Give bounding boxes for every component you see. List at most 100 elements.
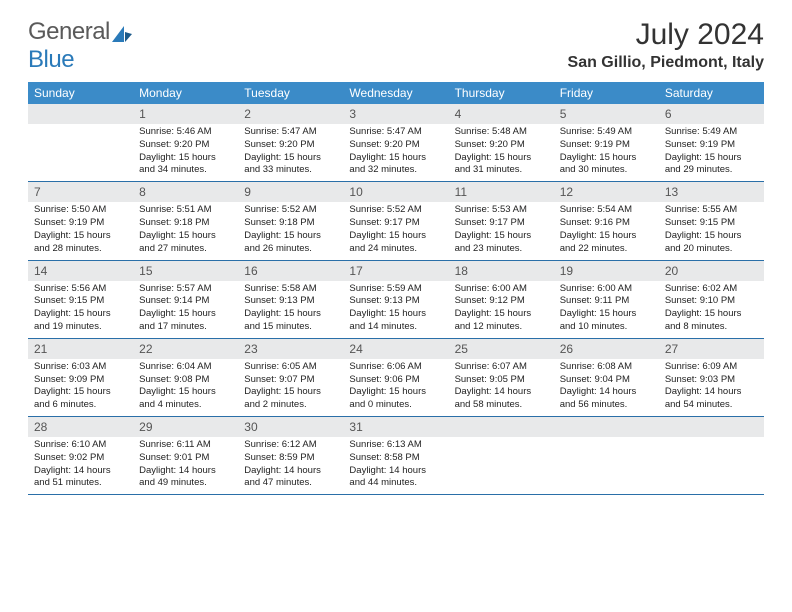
- daynum-row: 6: [659, 104, 764, 124]
- day-detail-line: Daylight: 15 hours and 14 minutes.: [349, 308, 442, 334]
- weekday-header: Monday: [133, 82, 238, 104]
- day-detail-line: Sunset: 9:13 PM: [349, 295, 442, 308]
- day-detail-line: Sunrise: 5:50 AM: [34, 204, 127, 217]
- day-cell: 13Sunrise: 5:55 AMSunset: 9:15 PMDayligh…: [659, 182, 764, 259]
- daynum-row: 17: [343, 261, 448, 281]
- day-cell: [659, 417, 764, 494]
- day-detail-line: Daylight: 15 hours and 19 minutes.: [34, 308, 127, 334]
- day-cell: 6Sunrise: 5:49 AMSunset: 9:19 PMDaylight…: [659, 104, 764, 181]
- day-detail-line: Daylight: 15 hours and 28 minutes.: [34, 230, 127, 256]
- daynum-row: [449, 417, 554, 437]
- day-details: Sunrise: 6:00 AMSunset: 9:12 PMDaylight:…: [449, 281, 554, 338]
- day-detail-line: Sunset: 9:18 PM: [139, 217, 232, 230]
- day-detail-line: Sunset: 9:01 PM: [139, 452, 232, 465]
- logo-word2: Blue: [28, 46, 74, 73]
- day-details: Sunrise: 5:49 AMSunset: 9:19 PMDaylight:…: [554, 124, 659, 181]
- day-detail-line: Sunrise: 5:48 AM: [455, 126, 548, 139]
- day-detail-line: Sunrise: 6:11 AM: [139, 439, 232, 452]
- day-number: 8: [139, 185, 146, 199]
- day-detail-line: Sunset: 9:17 PM: [455, 217, 548, 230]
- day-cell: 11 Sunrise: 5:53 AMSunset: 9:17 PMDayligh…: [449, 182, 554, 259]
- month-title: July 2024: [568, 18, 764, 52]
- day-detail-line: Daylight: 15 hours and 0 minutes.: [349, 386, 442, 412]
- day-detail-line: Sunset: 9:18 PM: [244, 217, 337, 230]
- day-detail-line: Sunset: 9:12 PM: [455, 295, 548, 308]
- day-detail-line: Daylight: 15 hours and 27 minutes.: [139, 230, 232, 256]
- day-details: Sunrise: 5:54 AMSunset: 9:16 PMDaylight:…: [554, 202, 659, 259]
- day-number: 12: [560, 185, 573, 199]
- day-number: 11: [455, 185, 467, 199]
- day-details: Sunrise: 5:55 AMSunset: 9:15 PMDaylight:…: [659, 202, 764, 259]
- daynum-row: 8: [133, 182, 238, 202]
- day-detail-line: Sunrise: 6:02 AM: [665, 283, 758, 296]
- day-number: 31: [349, 420, 362, 434]
- day-details: Sunrise: 6:07 AMSunset: 9:05 PMDaylight:…: [449, 359, 554, 416]
- weekday-header: Friday: [554, 82, 659, 104]
- day-detail-line: Daylight: 15 hours and 2 minutes.: [244, 386, 337, 412]
- week-row: 14Sunrise: 5:56 AMSunset: 9:15 PMDayligh…: [28, 261, 764, 339]
- day-detail-line: Daylight: 15 hours and 20 minutes.: [665, 230, 758, 256]
- day-detail-line: Sunset: 8:58 PM: [349, 452, 442, 465]
- day-detail-line: Sunrise: 6:06 AM: [349, 361, 442, 374]
- week-row: 28Sunrise: 6:10 AMSunset: 9:02 PMDayligh…: [28, 417, 764, 495]
- day-number: 17: [349, 264, 362, 278]
- day-detail-line: Sunrise: 5:58 AM: [244, 283, 337, 296]
- day-detail-line: Daylight: 15 hours and 31 minutes.: [455, 152, 548, 178]
- day-cell: 4Sunrise: 5:48 AMSunset: 9:20 PMDaylight…: [449, 104, 554, 181]
- day-detail-line: Daylight: 15 hours and 33 minutes.: [244, 152, 337, 178]
- weekday-header: Wednesday: [343, 82, 448, 104]
- day-cell: 24Sunrise: 6:06 AMSunset: 9:06 PMDayligh…: [343, 339, 448, 416]
- day-detail-line: Daylight: 14 hours and 56 minutes.: [560, 386, 653, 412]
- day-detail-line: Sunrise: 6:04 AM: [139, 361, 232, 374]
- day-detail-line: Sunset: 8:59 PM: [244, 452, 337, 465]
- day-number: 22: [139, 342, 152, 356]
- day-detail-line: Sunset: 9:20 PM: [139, 139, 232, 152]
- day-details: Sunrise: 5:59 AMSunset: 9:13 PMDaylight:…: [343, 281, 448, 338]
- day-cell: 5Sunrise: 5:49 AMSunset: 9:19 PMDaylight…: [554, 104, 659, 181]
- day-detail-line: Daylight: 15 hours and 6 minutes.: [34, 386, 127, 412]
- day-detail-line: Sunset: 9:02 PM: [34, 452, 127, 465]
- day-detail-line: Sunset: 9:08 PM: [139, 374, 232, 387]
- header: GeneralBlue July 2024 San Gillio, Piedmo…: [28, 18, 764, 74]
- day-detail-line: Daylight: 15 hours and 32 minutes.: [349, 152, 442, 178]
- day-details: Sunrise: 6:04 AMSunset: 9:08 PMDaylight:…: [133, 359, 238, 416]
- day-detail-line: Daylight: 15 hours and 29 minutes.: [665, 152, 758, 178]
- daynum-row: 23: [238, 339, 343, 359]
- day-detail-line: Sunrise: 5:57 AM: [139, 283, 232, 296]
- daynum-row: 30: [238, 417, 343, 437]
- day-number: 18: [455, 264, 468, 278]
- day-number: 9: [244, 185, 251, 199]
- day-cell: 7Sunrise: 5:50 AMSunset: 9:19 PMDaylight…: [28, 182, 133, 259]
- day-cell: 28Sunrise: 6:10 AMSunset: 9:02 PMDayligh…: [28, 417, 133, 494]
- day-details: Sunrise: 5:51 AMSunset: 9:18 PMDaylight:…: [133, 202, 238, 259]
- day-detail-line: Daylight: 14 hours and 47 minutes.: [244, 465, 337, 491]
- daynum-row: 24: [343, 339, 448, 359]
- day-detail-line: Sunset: 9:20 PM: [455, 139, 548, 152]
- day-number: [665, 420, 668, 434]
- day-detail-line: Daylight: 14 hours and 58 minutes.: [455, 386, 548, 412]
- day-detail-line: Sunrise: 6:09 AM: [665, 361, 758, 374]
- day-detail-line: Sunrise: 6:07 AM: [455, 361, 548, 374]
- day-detail-line: Daylight: 15 hours and 34 minutes.: [139, 152, 232, 178]
- day-cell: [28, 104, 133, 181]
- day-cell: 3Sunrise: 5:47 AMSunset: 9:20 PMDaylight…: [343, 104, 448, 181]
- day-detail-line: Sunrise: 5:52 AM: [244, 204, 337, 217]
- day-cell: 2Sunrise: 5:47 AMSunset: 9:20 PMDaylight…: [238, 104, 343, 181]
- daynum-row: 5: [554, 104, 659, 124]
- day-number: [34, 107, 37, 121]
- logo-word1: General: [28, 18, 110, 45]
- day-number: 27: [665, 342, 678, 356]
- day-details: Sunrise: 5:48 AMSunset: 9:20 PMDaylight:…: [449, 124, 554, 181]
- day-detail-line: Sunrise: 5:54 AM: [560, 204, 653, 217]
- day-detail-line: Daylight: 14 hours and 44 minutes.: [349, 465, 442, 491]
- day-detail-line: Sunset: 9:17 PM: [349, 217, 442, 230]
- day-details: Sunrise: 5:53 AMSunset: 9:17 PMDaylight:…: [449, 202, 554, 259]
- calendar: SundayMondayTuesdayWednesdayThursdayFrid…: [28, 82, 764, 495]
- day-cell: 20Sunrise: 6:02 AMSunset: 9:10 PMDayligh…: [659, 261, 764, 338]
- day-details: [449, 437, 554, 443]
- day-cell: 12 Sunrise: 5:54 AMSunset: 9:16 PMDayligh…: [554, 182, 659, 259]
- day-cell: 9Sunrise: 5:52 AMSunset: 9:18 PMDaylight…: [238, 182, 343, 259]
- weekday-header-row: SundayMondayTuesdayWednesdayThursdayFrid…: [28, 82, 764, 104]
- day-details: Sunrise: 6:10 AMSunset: 9:02 PMDaylight:…: [28, 437, 133, 494]
- day-cell: 10Sunrise: 5:52 AMSunset: 9:17 PMDayligh…: [343, 182, 448, 259]
